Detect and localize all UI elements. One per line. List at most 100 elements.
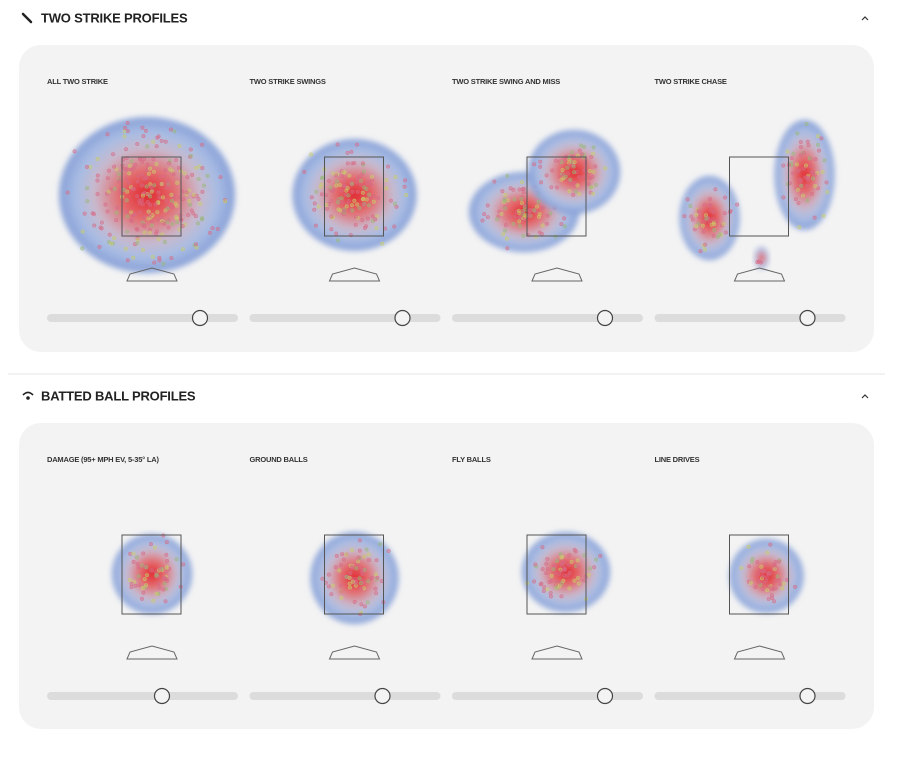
pitch-dot xyxy=(775,574,780,579)
pitch-dot xyxy=(562,224,567,229)
pitch-dot xyxy=(694,224,699,229)
pitch-dot xyxy=(568,177,573,182)
pitch-dot xyxy=(503,192,508,198)
pitch-dot xyxy=(157,585,162,590)
slider-track[interactable] xyxy=(654,692,846,700)
pitch-dot xyxy=(328,185,333,190)
pitch-dot xyxy=(815,142,820,147)
pitch-dot xyxy=(559,594,564,599)
pitch-dot xyxy=(554,185,560,190)
pitch-dot xyxy=(504,236,509,241)
pitch-dot xyxy=(531,579,537,584)
pitch-dot xyxy=(563,174,568,179)
pitch-dot xyxy=(573,189,579,194)
pitch-dot xyxy=(114,210,119,215)
pitch-dot xyxy=(350,181,355,186)
pitch-dot xyxy=(151,139,156,144)
slider-knob[interactable] xyxy=(153,687,171,705)
slider-knob[interactable] xyxy=(799,309,816,327)
pitch-dot xyxy=(374,226,379,231)
pitch-dot xyxy=(774,578,779,583)
pitch-dot xyxy=(548,591,553,596)
pitch-dot xyxy=(170,222,175,227)
pitch-dot xyxy=(146,171,151,176)
pitch-dot xyxy=(105,209,110,214)
pitch-dot xyxy=(598,553,603,558)
strike-zone xyxy=(729,156,789,237)
pitch-dot xyxy=(759,576,765,581)
slider-track[interactable] xyxy=(654,314,846,322)
pitch-dot xyxy=(142,585,148,590)
pitch-dot xyxy=(517,223,522,229)
pitch-dot xyxy=(702,203,707,208)
pitch-dot xyxy=(373,572,378,577)
strike-zone xyxy=(526,534,587,615)
density-blob xyxy=(729,539,804,613)
pitch-dot xyxy=(366,579,371,584)
slider-knob[interactable] xyxy=(374,687,391,705)
pitch-dot xyxy=(709,208,714,213)
slider-track[interactable] xyxy=(452,692,643,700)
panel-title: DAMAGE (95+ MPH EV, 5-35° LA) xyxy=(47,455,159,464)
pitch-dot xyxy=(582,578,587,583)
pitch-dot xyxy=(572,578,577,583)
slider-track[interactable] xyxy=(249,692,441,700)
pitch-dot xyxy=(805,175,810,180)
pitch-dot xyxy=(803,163,809,168)
pitch-dot xyxy=(520,210,525,215)
pitch-dot xyxy=(115,205,120,210)
pitch-dot xyxy=(127,171,132,176)
pitch-dot xyxy=(360,218,365,223)
slider-knob[interactable] xyxy=(596,309,614,327)
pitch-dot xyxy=(147,166,153,171)
slider-track[interactable] xyxy=(47,692,238,700)
pitch-dot xyxy=(746,544,751,549)
pitch-dot xyxy=(160,220,165,225)
pitch-dot xyxy=(125,189,130,194)
pitch-dot xyxy=(801,166,806,171)
pitch-dot xyxy=(557,584,562,589)
pitch-dot xyxy=(196,196,201,202)
pitch-dot xyxy=(348,571,353,576)
slider-knob[interactable] xyxy=(191,309,209,327)
pitch-dot xyxy=(703,242,708,247)
slider-track[interactable] xyxy=(249,314,441,322)
pitch-dot xyxy=(171,193,176,198)
pitch-dot xyxy=(143,583,149,588)
heatmap-panel: ALL TWO STRIKE xyxy=(47,77,238,327)
heatmap-panel: DAMAGE (95+ MPH EV, 5-35° LA) xyxy=(47,455,238,705)
slider-knob[interactable] xyxy=(799,687,816,705)
pitch-dot xyxy=(349,149,354,154)
pitch-dot xyxy=(165,182,170,187)
pitch-dot xyxy=(205,173,210,178)
pitch-dot xyxy=(163,565,168,570)
pitch-dot xyxy=(167,161,172,166)
slider-track[interactable] xyxy=(47,314,238,322)
pitch-dot xyxy=(533,562,538,567)
slider-knob[interactable] xyxy=(596,687,614,705)
pitch-dot xyxy=(561,578,566,583)
pitch-dot xyxy=(144,168,149,173)
slider-knob[interactable] xyxy=(394,309,411,327)
pitch-dot xyxy=(528,207,533,212)
pitch-dot xyxy=(150,254,155,259)
pitch-dot xyxy=(360,572,365,577)
pitch-dot xyxy=(129,585,134,590)
pitch-dot xyxy=(349,203,355,208)
pitch-dot xyxy=(761,580,766,585)
collapse-toggle[interactable] xyxy=(861,394,869,399)
pitch-dot xyxy=(540,545,545,550)
pitch-dot xyxy=(755,560,760,565)
pitch-dot xyxy=(505,198,510,203)
pitch-dot xyxy=(773,586,778,591)
collapse-toggle[interactable] xyxy=(861,16,869,21)
pitch-dot xyxy=(147,230,153,235)
pitch-dot xyxy=(169,198,175,204)
slider-track[interactable] xyxy=(452,314,643,322)
pitch-dot xyxy=(344,188,349,193)
pitch-dot xyxy=(582,144,587,149)
pitch-dot xyxy=(373,217,378,222)
pitch-dot xyxy=(362,554,367,559)
pitch-dot xyxy=(717,232,722,237)
pitch-dot xyxy=(163,139,168,144)
